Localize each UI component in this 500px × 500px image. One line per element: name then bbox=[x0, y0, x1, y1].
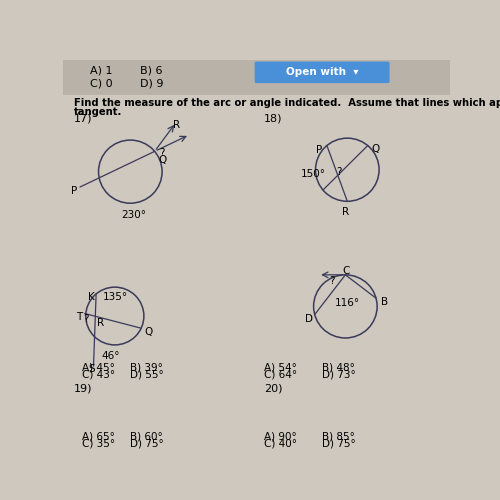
Text: ?: ? bbox=[336, 167, 342, 177]
Text: P: P bbox=[72, 186, 78, 196]
Text: B) 48°: B) 48° bbox=[322, 362, 355, 372]
Text: B) 85°: B) 85° bbox=[322, 432, 355, 442]
Text: tangent.: tangent. bbox=[74, 107, 122, 117]
Text: D) 9: D) 9 bbox=[140, 78, 164, 88]
Text: R: R bbox=[97, 318, 104, 328]
Text: R: R bbox=[173, 120, 180, 130]
Text: 19): 19) bbox=[74, 384, 92, 394]
Text: ?: ? bbox=[160, 148, 165, 158]
Text: 230°: 230° bbox=[122, 210, 146, 220]
Text: D) 55°: D) 55° bbox=[130, 370, 164, 380]
Text: 135°: 135° bbox=[103, 292, 128, 302]
Text: B) 39°: B) 39° bbox=[130, 362, 163, 372]
Text: ?: ? bbox=[329, 276, 334, 285]
Text: D) 75°: D) 75° bbox=[130, 439, 164, 449]
Text: A) 90°: A) 90° bbox=[264, 432, 297, 442]
Text: C) 40°: C) 40° bbox=[264, 439, 297, 449]
Text: 17): 17) bbox=[74, 113, 92, 123]
Text: Q: Q bbox=[144, 326, 152, 336]
Text: 46°: 46° bbox=[102, 351, 120, 361]
Text: Find the measure of the arc or angle indicated.  Assume that lines which appear : Find the measure of the arc or angle ind… bbox=[74, 98, 500, 108]
Text: Q: Q bbox=[158, 155, 167, 165]
Text: D) 75°: D) 75° bbox=[322, 439, 356, 449]
Text: B) 60°: B) 60° bbox=[130, 432, 163, 442]
Text: A) 45°: A) 45° bbox=[82, 362, 115, 372]
Text: 150°: 150° bbox=[301, 169, 326, 179]
Text: K: K bbox=[88, 292, 94, 302]
Text: B: B bbox=[380, 298, 388, 308]
Text: B) 6: B) 6 bbox=[140, 66, 162, 76]
Text: C) 35°: C) 35° bbox=[82, 439, 115, 449]
Text: ?: ? bbox=[83, 314, 88, 324]
Text: S: S bbox=[88, 364, 95, 374]
Text: Q: Q bbox=[372, 144, 380, 154]
Text: 116°: 116° bbox=[335, 298, 360, 308]
Text: T: T bbox=[76, 312, 82, 322]
Text: R: R bbox=[342, 206, 349, 216]
Text: 20): 20) bbox=[264, 384, 282, 394]
Text: A) 54°: A) 54° bbox=[264, 362, 297, 372]
FancyBboxPatch shape bbox=[254, 62, 390, 83]
Text: A) 65°: A) 65° bbox=[82, 432, 115, 442]
Text: A) 1: A) 1 bbox=[90, 66, 112, 76]
Bar bbox=[62, 60, 450, 94]
Text: D: D bbox=[305, 314, 313, 324]
Text: C) 64°: C) 64° bbox=[264, 370, 297, 380]
Text: C) 0: C) 0 bbox=[90, 78, 112, 88]
Text: 18): 18) bbox=[264, 113, 282, 123]
Text: P: P bbox=[316, 145, 322, 155]
Text: C) 43°: C) 43° bbox=[82, 370, 115, 380]
Text: Open with  ▾: Open with ▾ bbox=[286, 68, 358, 78]
Text: D) 73°: D) 73° bbox=[322, 370, 356, 380]
Text: C: C bbox=[343, 266, 350, 276]
